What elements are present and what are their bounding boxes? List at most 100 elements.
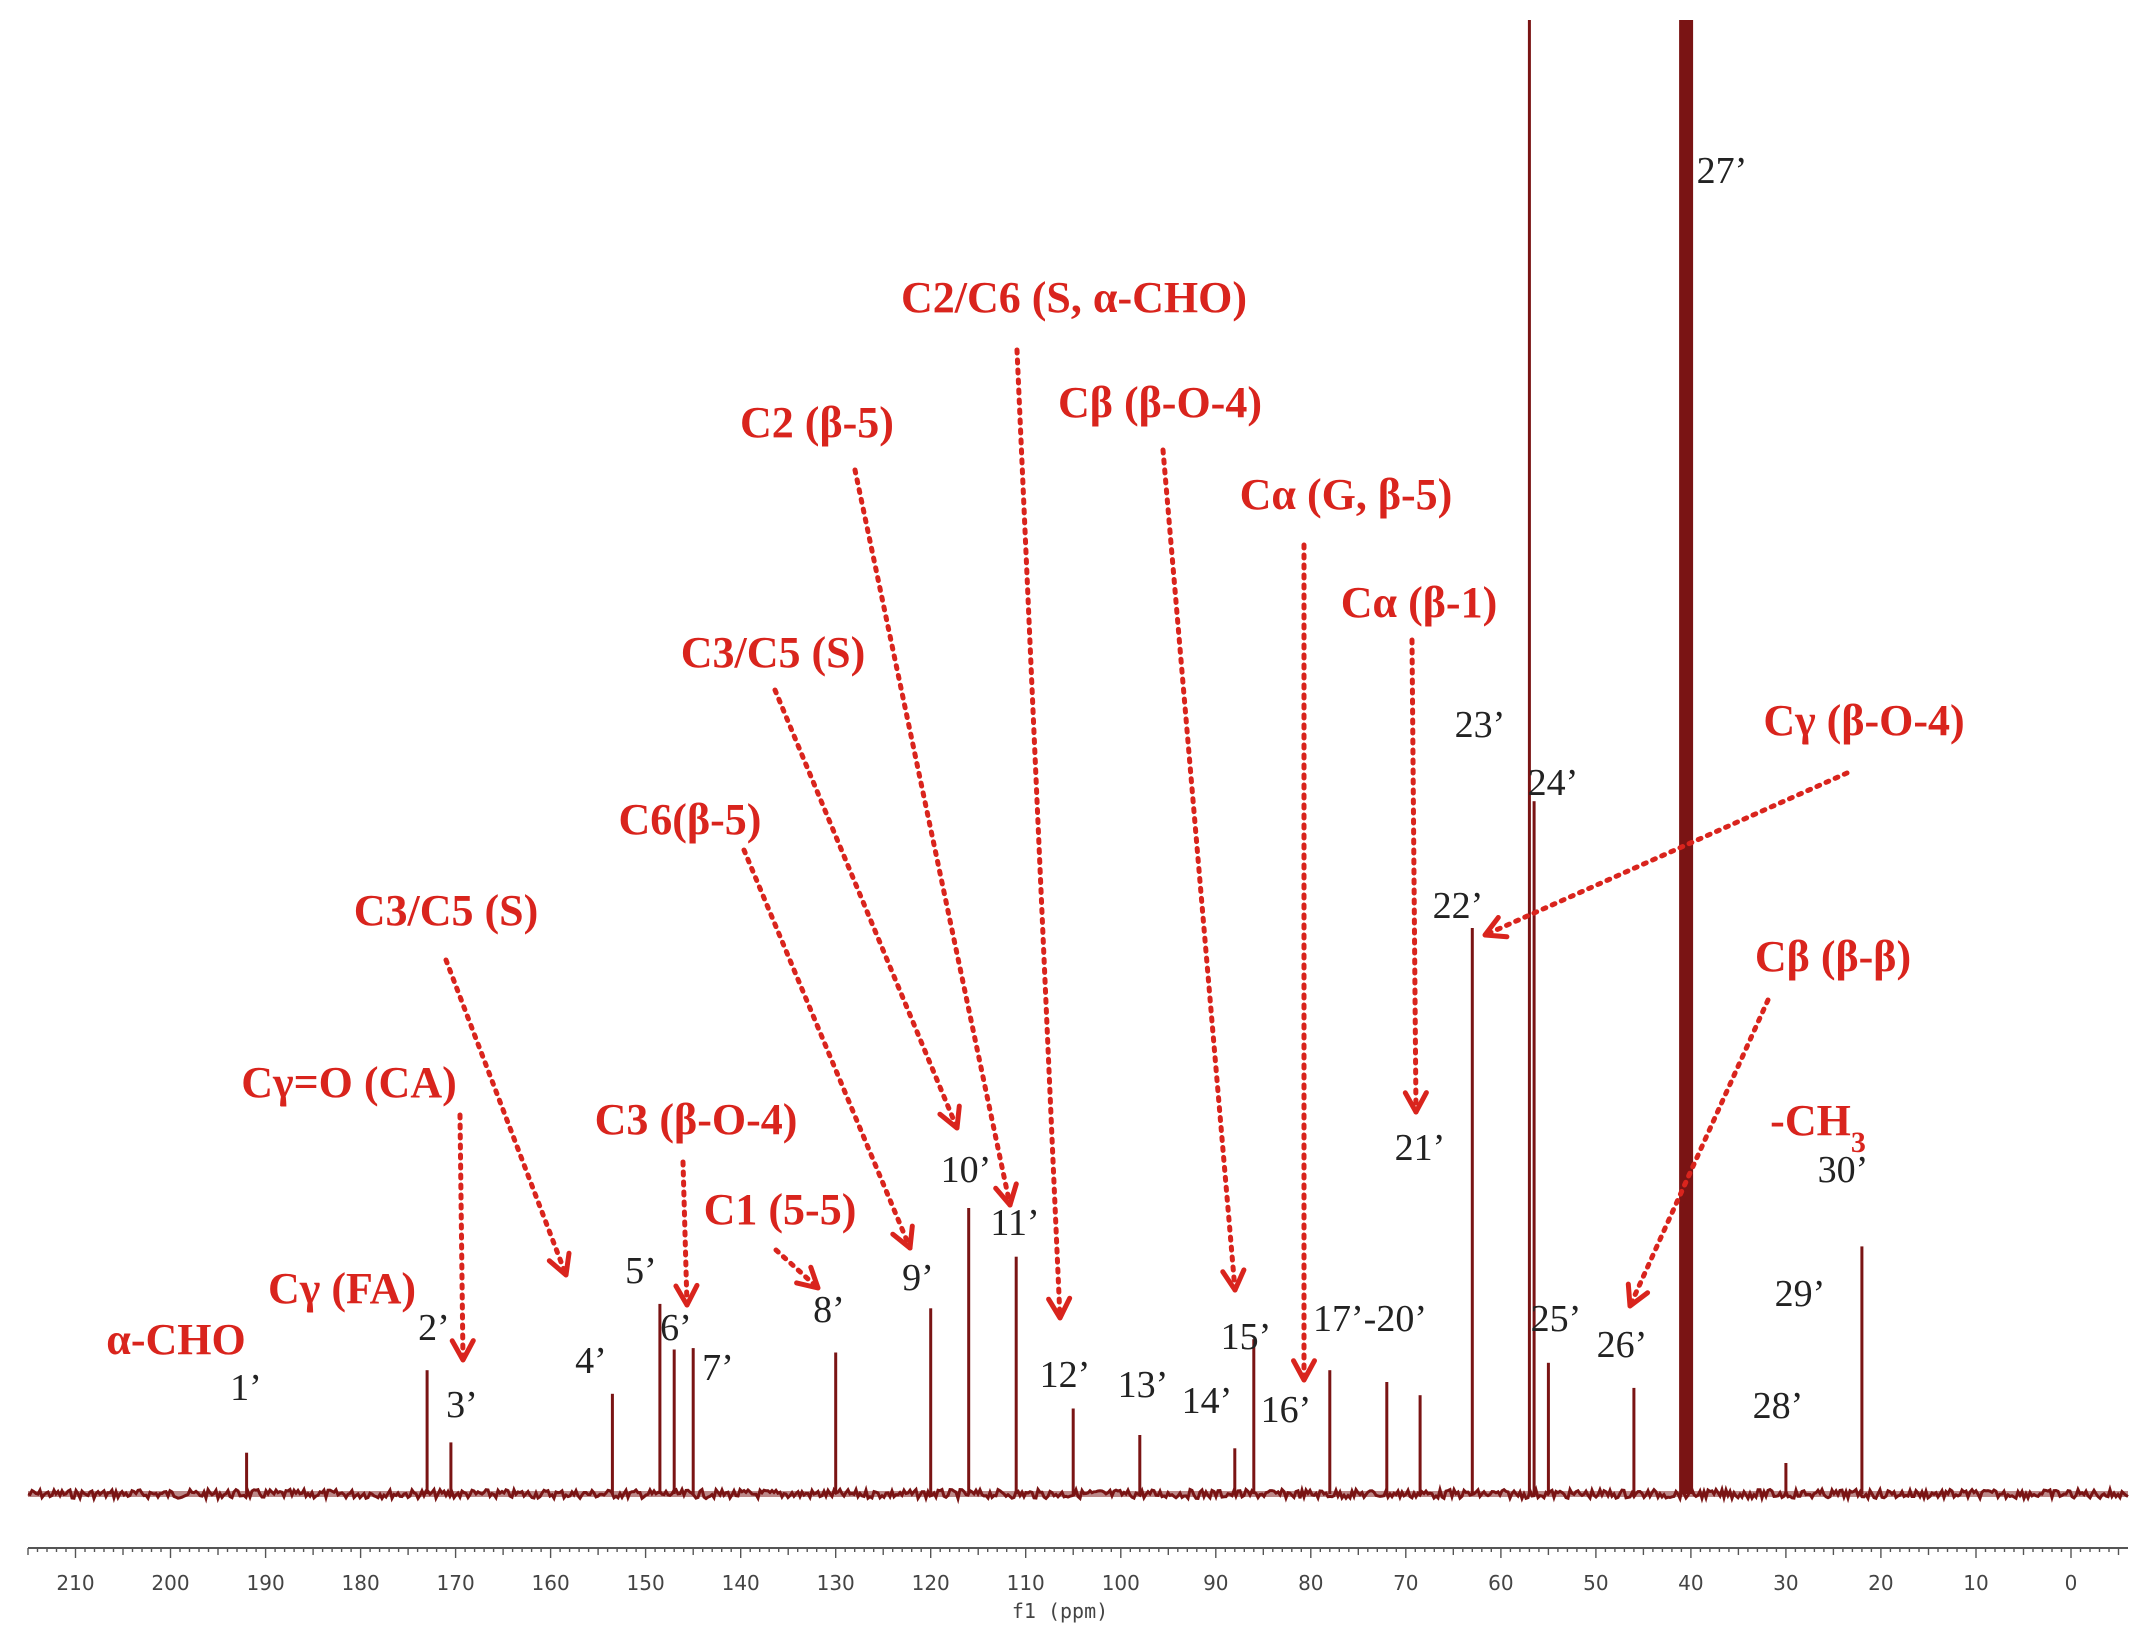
annotation-arrow-line	[773, 1247, 821, 1291]
annotation-arrow-line	[680, 1159, 690, 1308]
peak	[1071, 1408, 1075, 1494]
peak-label: 9’	[902, 1257, 934, 1299]
x-axis-label: f1 (ppm)	[1012, 1599, 1108, 1623]
peak-label: 6’	[660, 1307, 692, 1349]
x-tick-label: 140	[722, 1571, 760, 1595]
x-tick-label: 40	[1678, 1571, 1703, 1595]
x-tick-label: 0	[2065, 1571, 2078, 1595]
annotation-arrowhead	[937, 1103, 962, 1131]
x-tick-label: 200	[151, 1571, 189, 1595]
annotation-arrow-line	[1482, 770, 1850, 938]
annotation-arrow-line	[852, 467, 1013, 1208]
peak-label: 7’	[702, 1347, 734, 1389]
x-tick-label: 170	[437, 1571, 475, 1595]
peak-label: 14’	[1182, 1380, 1233, 1422]
x-tick-label: 130	[817, 1571, 855, 1595]
x-tick-label: 120	[912, 1571, 950, 1595]
peak	[658, 1303, 662, 1494]
peak	[691, 1348, 695, 1494]
peak-label: 25’	[1531, 1298, 1582, 1340]
peak	[1527, 20, 1531, 1494]
peak	[1546, 1362, 1550, 1494]
peak	[929, 1308, 933, 1494]
x-tick-label: 10	[1963, 1571, 1988, 1595]
peak	[610, 1393, 614, 1494]
peak-label: 3’	[446, 1384, 478, 1426]
x-tick-label: 80	[1298, 1571, 1323, 1595]
x-tick-label: 110	[1007, 1571, 1045, 1595]
peak-label: 1’	[230, 1367, 262, 1409]
x-tick-label: 190	[247, 1571, 285, 1595]
peak	[1385, 1382, 1389, 1494]
annotation-label: Cγ=O (CA)	[241, 1058, 457, 1107]
peak	[834, 1352, 838, 1494]
peak-label: 16’	[1261, 1389, 1312, 1431]
annotation-arrowhead	[1625, 1281, 1651, 1309]
annotation-label: C1 (5-5)	[704, 1185, 857, 1234]
annotation-arrow-line	[457, 1112, 466, 1363]
x-tick-label: 90	[1203, 1571, 1228, 1595]
peak-label: 10’	[941, 1149, 992, 1191]
peak-label: 11’	[990, 1202, 1039, 1244]
annotation-label: Cγ (FA)	[268, 1264, 416, 1313]
annotation-arrowhead	[1482, 915, 1510, 940]
annotation-arrowhead	[546, 1250, 572, 1278]
peak	[245, 1452, 249, 1494]
peak	[1784, 1463, 1788, 1494]
peak	[967, 1208, 971, 1494]
peak	[1632, 1387, 1636, 1494]
x-tick-label: 180	[342, 1571, 380, 1595]
baseline-band	[28, 1491, 2128, 1497]
annotation-arrowhead	[449, 1338, 476, 1363]
peak	[1679, 20, 1694, 1494]
peak	[1138, 1435, 1142, 1494]
x-tick-label: 20	[1868, 1571, 1893, 1595]
peak	[672, 1349, 676, 1494]
peak-label: 26’	[1597, 1324, 1648, 1366]
peak	[425, 1370, 429, 1494]
peak-label: 22’	[1433, 885, 1484, 927]
annotation-arrow-line	[1014, 347, 1063, 1321]
peak-label: 17’-20’	[1313, 1298, 1427, 1340]
peak-label: 2’	[418, 1307, 450, 1349]
annotation-label: C3 (β-O-4)	[595, 1095, 798, 1144]
peak-label: 24’	[1528, 762, 1579, 804]
annotation-label: Cβ (β-O-4)	[1058, 378, 1262, 427]
annotation-arrow-line	[1409, 637, 1419, 1115]
annotation-arrowhead	[1291, 1358, 1317, 1383]
peak	[1014, 1256, 1018, 1494]
x-tick-label: 70	[1393, 1571, 1418, 1595]
annotations: α-CHO Cγ (FA) Cγ=O (CA) C3/C5 (S) C3 (β-O-4)…	[106, 273, 1964, 1364]
peak	[1233, 1448, 1237, 1494]
x-tick-label: 50	[1583, 1571, 1608, 1595]
annotation-arrow-line	[1627, 997, 1771, 1309]
annotation-label: Cα (G, β-5)	[1240, 470, 1453, 519]
peak	[1470, 928, 1474, 1494]
peak-label: 29’	[1775, 1273, 1826, 1315]
annotation-label: C2/C6 (S, α-CHO)	[901, 273, 1247, 322]
spectrum-baseline	[27, 1483, 2129, 1505]
x-tick-label: 30	[1773, 1571, 1798, 1595]
annotation-label: C6(β-5)	[619, 795, 762, 844]
annotation-label: C3/C5 (S)	[681, 628, 866, 677]
annotation-arrow-line	[772, 687, 960, 1131]
annotation-arrows	[443, 347, 1850, 1383]
peak-label: 4’	[575, 1340, 607, 1382]
annotation-arrowhead	[890, 1223, 915, 1251]
x-tick-label: 60	[1488, 1571, 1513, 1595]
x-tick-label: 150	[627, 1571, 665, 1595]
annotation-label: C2 (β-5)	[740, 398, 894, 447]
annotation-label: Cβ (β-β)	[1755, 932, 1911, 981]
x-tick-label: 160	[532, 1571, 570, 1595]
peak-label: 5’	[625, 1250, 657, 1292]
peak-label: 28’	[1753, 1385, 1804, 1427]
annotation-label: Cα (β-1)	[1341, 578, 1497, 627]
peak	[1328, 1370, 1332, 1494]
peak-label: 30’	[1818, 1149, 1869, 1191]
peak	[1532, 801, 1536, 1494]
peak-labels: 1’ 2’ 3’ 4’ 5’6’7’ 8’ 9’ 10’ 11’ 12’ 13’ 14’ 15’ 16’ 1…	[230, 150, 1868, 1431]
peak-label: 13’	[1118, 1364, 1169, 1406]
peak	[1252, 1339, 1256, 1494]
annotation-arrow-line	[741, 847, 913, 1251]
